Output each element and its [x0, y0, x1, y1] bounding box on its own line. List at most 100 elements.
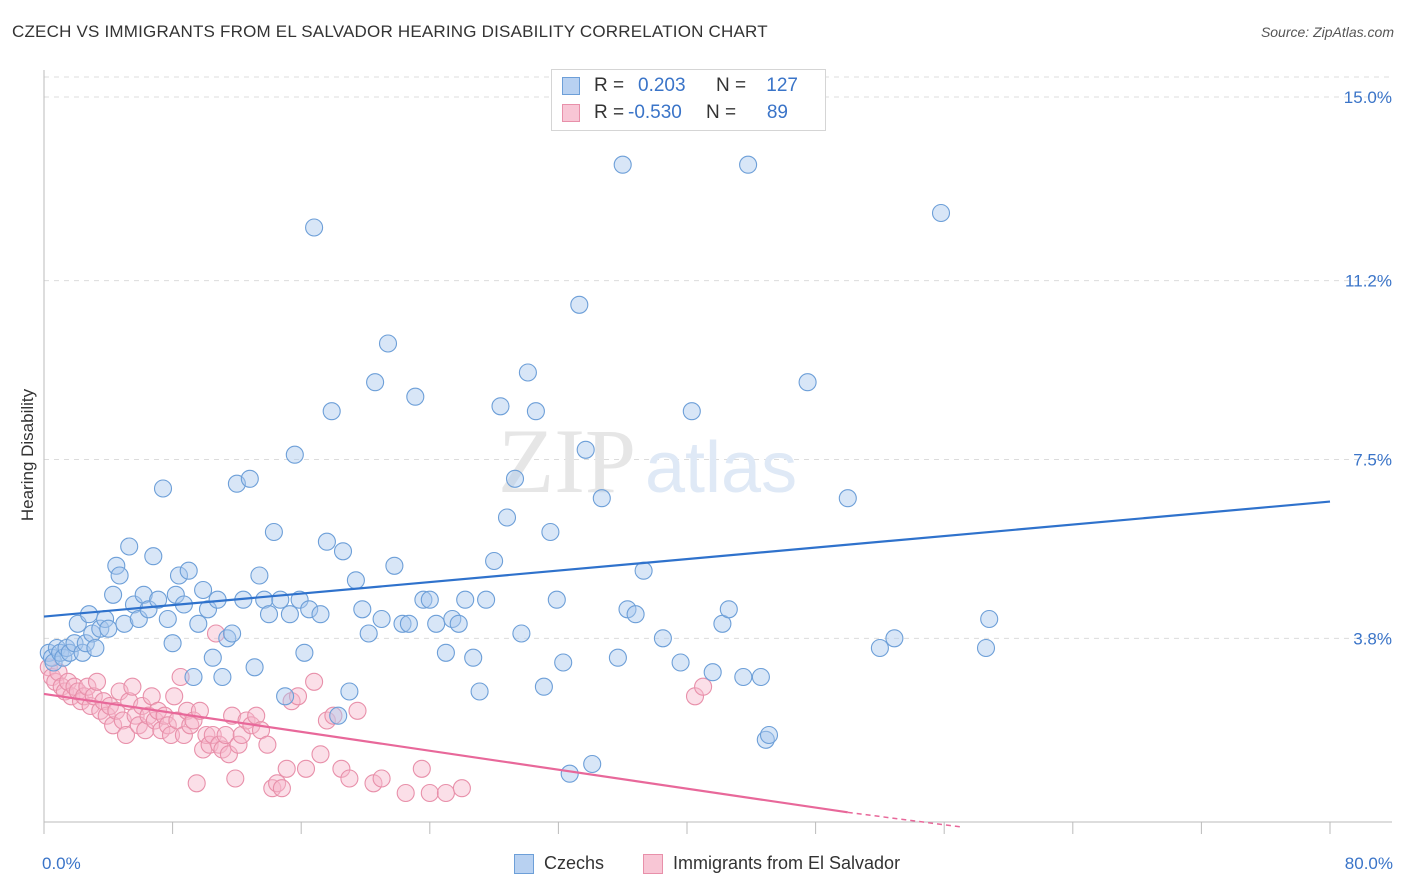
- czech-points: [39, 155, 999, 783]
- axis-labels: 3.8% 7.5% 11.2% 15.0% 0.0% 80.0% Hearing Disab…: [18, 88, 1393, 873]
- czech-point: [139, 600, 158, 619]
- czech-point: [245, 658, 264, 677]
- legend-n-label: N =: [716, 75, 747, 96]
- czech-point: [653, 629, 672, 648]
- czech-point: [158, 609, 177, 629]
- czech-point: [798, 373, 817, 392]
- czech-point: [290, 590, 309, 609]
- salvador-point: [187, 774, 206, 793]
- czech-point: [512, 624, 531, 643]
- czech-point: [560, 764, 579, 783]
- czech-point: [189, 614, 208, 633]
- watermark-zip: ZIP: [498, 410, 636, 512]
- czech-point: [359, 624, 378, 643]
- legend-n-value: 89: [766, 102, 788, 123]
- czech-point: [280, 605, 299, 624]
- czech-point: [576, 440, 595, 459]
- czech-point: [470, 682, 489, 701]
- salvador-point: [206, 624, 226, 643]
- salvador-point: [232, 725, 251, 745]
- stats-legend: R = 0.203 N = 127 R = -0.530 N = 89: [551, 69, 826, 131]
- czech-point: [477, 590, 496, 609]
- salvador-trend-extension: [847, 811, 961, 828]
- legend-item-salvador[interactable]: Immigrants from El Salvador: [643, 853, 900, 874]
- czech-point: [393, 614, 412, 633]
- czech-point: [179, 561, 198, 580]
- czech-point: [570, 295, 589, 314]
- czech-point: [378, 334, 398, 353]
- czech-point: [436, 643, 455, 662]
- czech-point: [317, 532, 336, 551]
- salvador-point: [372, 769, 391, 788]
- salvador-point: [268, 774, 287, 793]
- salvador-point: [226, 769, 245, 788]
- czech-point: [406, 387, 425, 406]
- salvador-point: [107, 701, 126, 720]
- czech-point: [534, 677, 553, 696]
- czech-point: [526, 402, 545, 421]
- salvador-point: [158, 716, 177, 735]
- legend-row-czechs: R = 0.203 N = 127: [562, 74, 798, 98]
- czech-point: [385, 556, 404, 575]
- legend-r-value: 0.203: [638, 75, 686, 96]
- czech-point: [223, 624, 242, 643]
- czech-point: [149, 590, 168, 609]
- czech-point: [259, 605, 279, 624]
- salvador-point: [197, 725, 216, 745]
- salvador-point: [288, 687, 308, 706]
- salvador-point: [104, 716, 123, 735]
- legend-row-salvador: R = -0.530 N = 89: [562, 101, 788, 125]
- czech-point: [79, 605, 99, 624]
- czech-point: [583, 754, 602, 774]
- salvador-point: [340, 769, 359, 788]
- czech-point: [276, 687, 295, 706]
- czech-point: [295, 643, 314, 662]
- czech-point: [456, 590, 475, 609]
- czech-point: [464, 648, 483, 667]
- source-label: Source: ZipAtlas.com: [1260, 24, 1394, 40]
- salvador-point: [258, 735, 277, 754]
- czech-point: [518, 363, 537, 382]
- series-legend: Czechs Immigrants from El Salvador: [0, 851, 1406, 879]
- legend-swatch-czechs: [514, 853, 534, 874]
- czech-point: [213, 667, 232, 687]
- czech-point: [931, 203, 951, 223]
- legend-swatch-czechs: [562, 77, 580, 95]
- czech-point: [107, 556, 126, 575]
- legend-label-salvador: Immigrants from El Salvador: [673, 853, 901, 873]
- czech-point: [203, 648, 222, 667]
- salvador-point: [452, 779, 471, 798]
- czech-point: [592, 489, 611, 508]
- axes: [43, 70, 1392, 834]
- czech-point: [414, 590, 433, 609]
- czech-point: [734, 667, 753, 687]
- czech-point: [153, 479, 173, 498]
- x-tick-label-min: 0.0%: [42, 854, 81, 873]
- czech-point: [305, 218, 324, 237]
- czech-point: [86, 638, 105, 658]
- czech-point: [682, 402, 701, 421]
- czech-point: [104, 585, 123, 604]
- salvador-point: [174, 725, 193, 745]
- czech-point: [505, 469, 525, 488]
- salvador-point: [272, 779, 291, 798]
- czech-point: [322, 402, 341, 421]
- czech-point: [751, 667, 770, 687]
- czech-point: [366, 373, 385, 392]
- y-tick-label: 15.0%: [1344, 88, 1392, 107]
- salvador-point: [219, 745, 238, 764]
- chart-title: CZECH VS IMMIGRANTS FROM EL SALVADOR HEA…: [12, 22, 768, 41]
- czech-point: [271, 590, 290, 609]
- czech-point: [739, 155, 758, 174]
- salvador-point: [436, 783, 455, 803]
- czech-point: [346, 571, 365, 590]
- legend-item-czechs[interactable]: Czechs: [514, 853, 604, 874]
- czech-point: [60, 643, 79, 662]
- czech-point: [76, 634, 95, 653]
- legend-n-label: N =: [706, 102, 737, 123]
- salvador-point: [171, 667, 190, 687]
- czech-point: [759, 725, 779, 745]
- salvador-point: [348, 701, 367, 720]
- salvador-point: [420, 783, 439, 803]
